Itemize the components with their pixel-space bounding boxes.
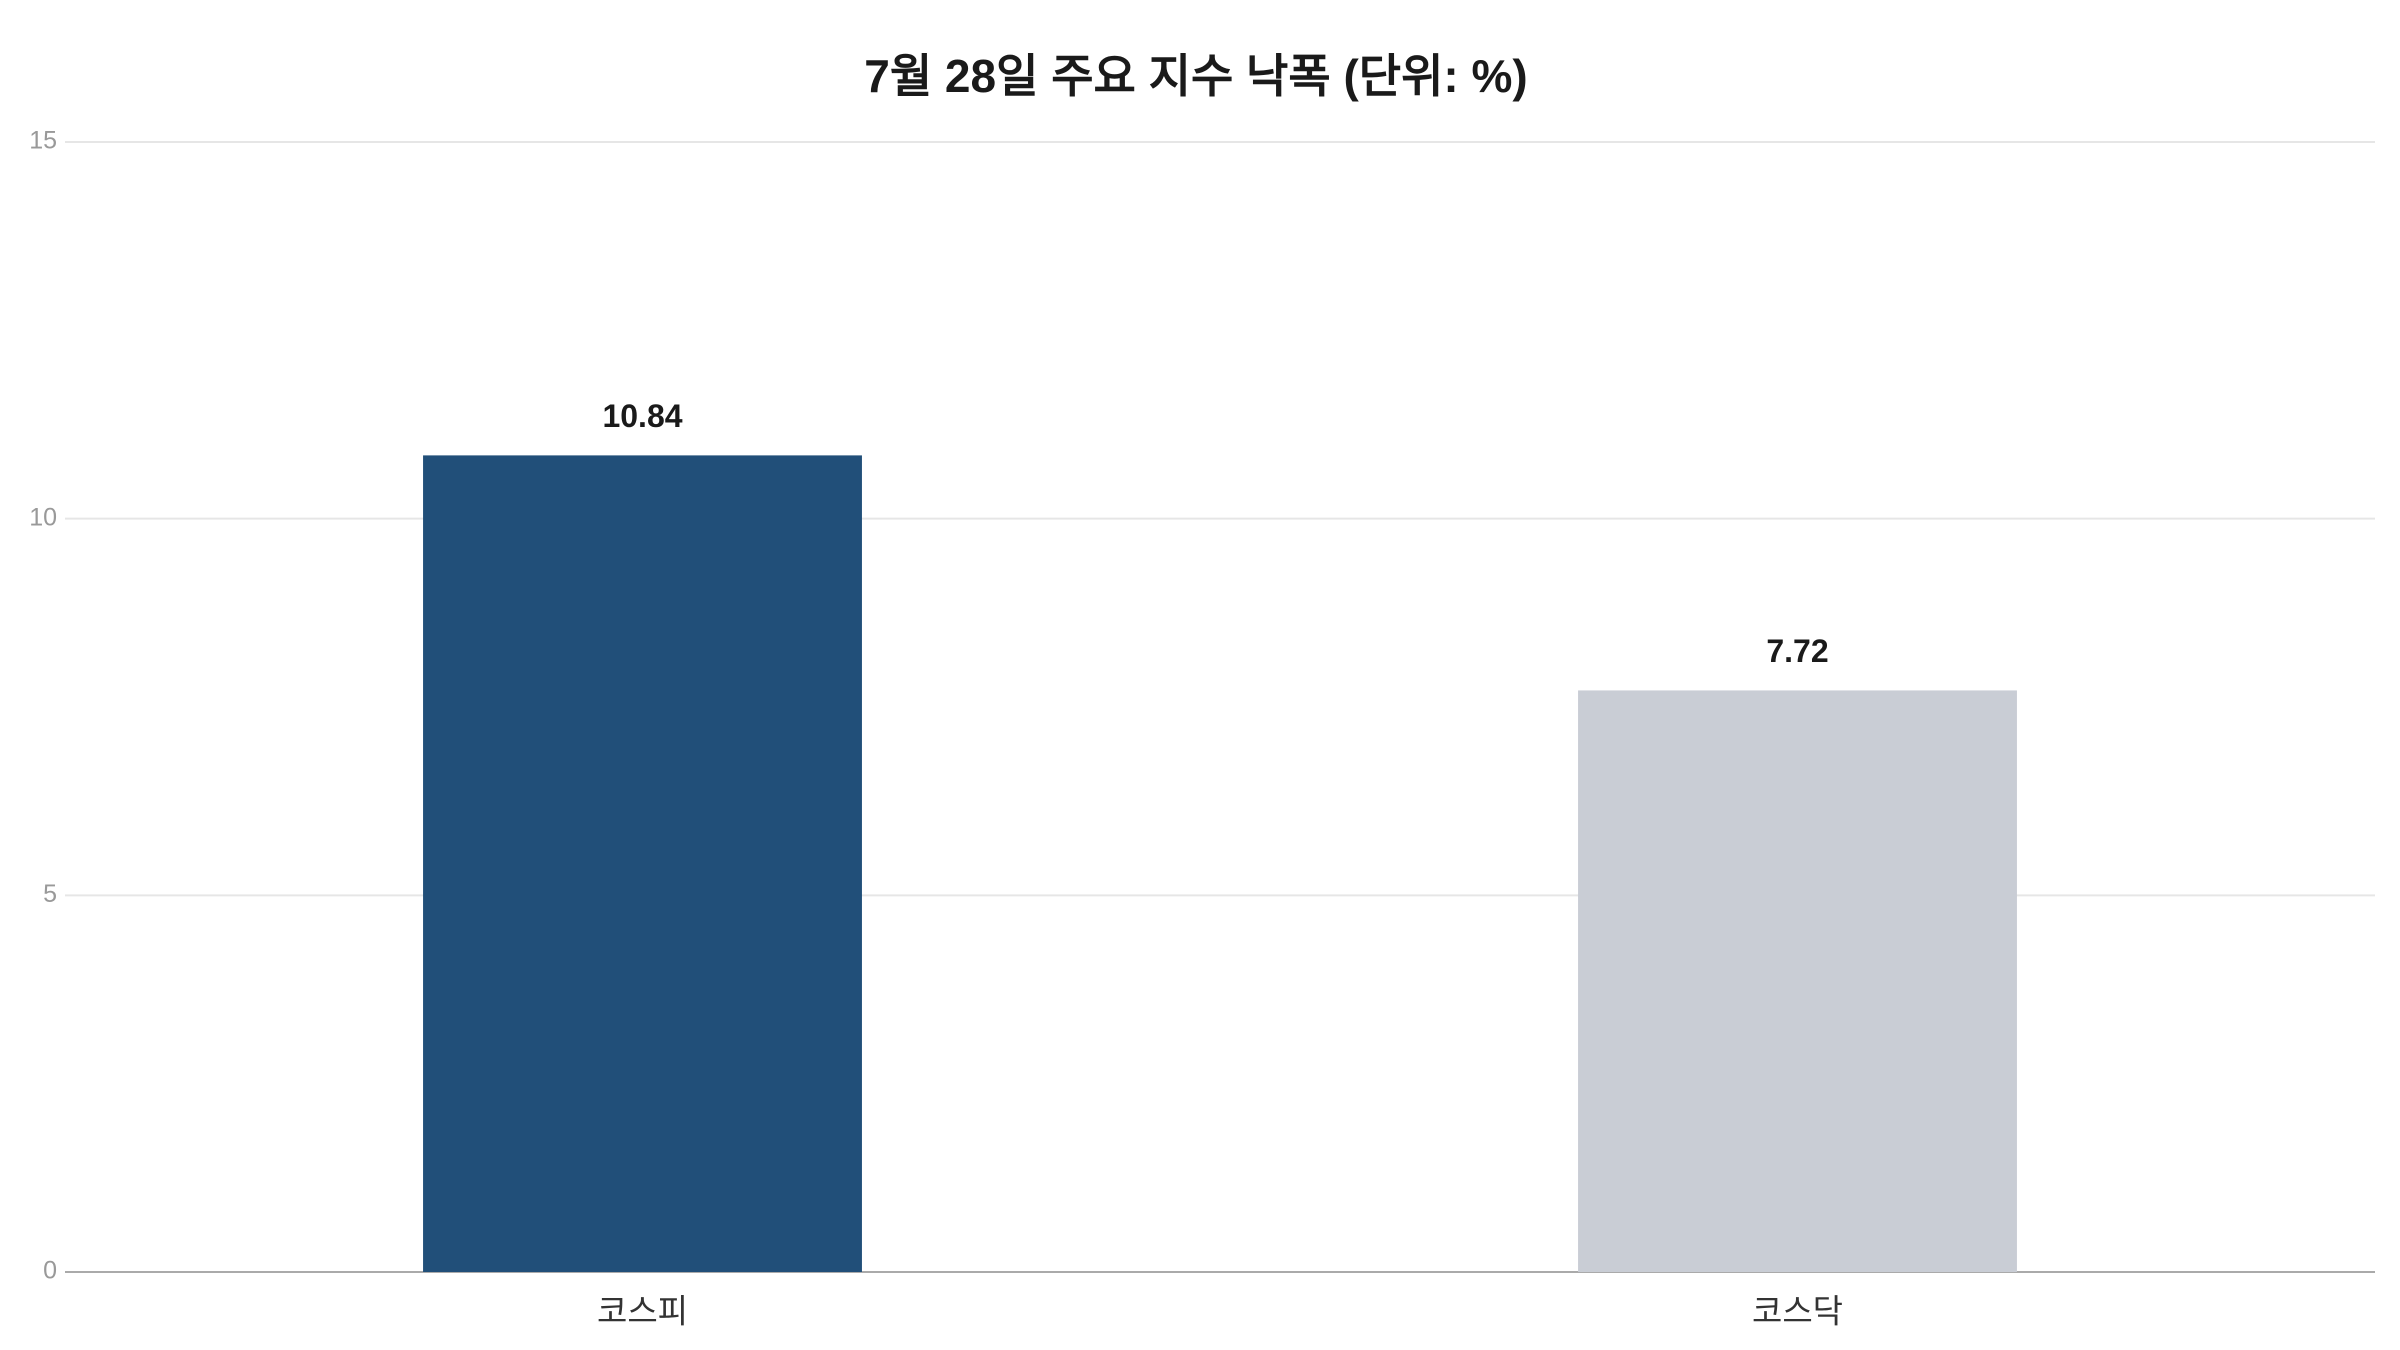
x-tick-label: 코스피 [597, 1293, 688, 1330]
y-tick-label: 0 [43, 1257, 57, 1285]
value-label: 7.72 [1766, 633, 1828, 669]
y-tick-label: 15 [29, 127, 57, 155]
x-tick-label: 코스닥 [1752, 1293, 1843, 1330]
y-tick-label: 10 [29, 503, 57, 531]
bar [423, 455, 862, 1272]
chart-title: 7월 28일 주요 지수 낙폭 (단위: %) [864, 50, 1528, 102]
value-label: 10.84 [602, 398, 682, 434]
y-tick-label: 5 [43, 880, 57, 908]
bar [1578, 690, 2017, 1272]
